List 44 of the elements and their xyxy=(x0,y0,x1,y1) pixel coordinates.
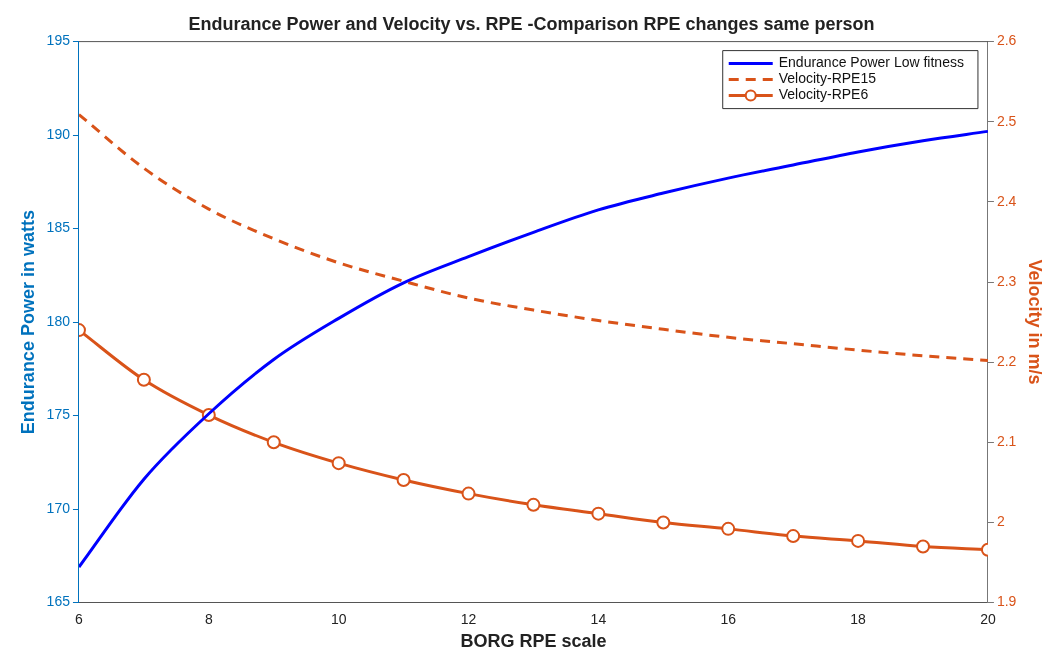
point xyxy=(396,472,411,487)
y-tick-label: 195 xyxy=(46,32,71,49)
point xyxy=(461,486,476,501)
y2-tick-label: 2.1 xyxy=(996,433,1017,450)
point xyxy=(851,533,866,548)
x-tick-label: 6 xyxy=(75,610,84,627)
y2-tick-label: 1.9 xyxy=(996,593,1017,610)
legend-label: Endurance Power Low fitness xyxy=(778,54,964,71)
x-tick-label: 20 xyxy=(980,610,996,627)
y-tick-label: 185 xyxy=(46,219,71,236)
x-tick-label: 12 xyxy=(460,610,477,627)
y-tick-label: 175 xyxy=(46,406,71,423)
x-axis-title: BORG RPE scale xyxy=(460,631,607,652)
y2-tick-label: 2.6 xyxy=(996,32,1017,49)
y-axis-title: Endurance Power in watts xyxy=(17,210,38,435)
y2-tick-label: 2 xyxy=(996,513,1005,530)
legend-label: Velocity-RPE15 xyxy=(778,70,877,87)
point xyxy=(721,521,736,536)
y2-tick-label: 2.5 xyxy=(996,112,1017,129)
point xyxy=(136,372,151,387)
point xyxy=(916,539,931,554)
y-tick-label: 170 xyxy=(46,499,71,516)
point xyxy=(331,456,346,471)
y-tick-label: 180 xyxy=(46,312,71,329)
x-tick-label: 8 xyxy=(204,610,213,627)
y2-tick-label: 2.2 xyxy=(996,353,1017,370)
y-tick-label: 190 xyxy=(46,125,71,142)
point xyxy=(656,515,671,530)
chart-title: Endurance Power and Velocity vs. RPE -Comparison RPE changes same person xyxy=(188,13,875,34)
x-tick-label: 16 xyxy=(720,610,737,627)
y2-axis-title: Velocity in m/s xyxy=(1025,259,1046,385)
point xyxy=(786,529,801,544)
x-tick-label: 10 xyxy=(330,610,347,627)
point xyxy=(591,506,606,521)
point xyxy=(526,497,541,512)
y2-tick-label: 2.3 xyxy=(996,272,1017,289)
y-tick-label: 165 xyxy=(46,593,71,610)
point xyxy=(266,435,281,450)
x-tick-label: 18 xyxy=(850,610,867,627)
y2-tick-label: 2.4 xyxy=(996,192,1017,209)
line-series xyxy=(78,113,988,363)
legend-label: Velocity-RPE6 xyxy=(778,86,869,103)
x-tick-label: 14 xyxy=(590,610,607,627)
line-series xyxy=(78,129,988,569)
